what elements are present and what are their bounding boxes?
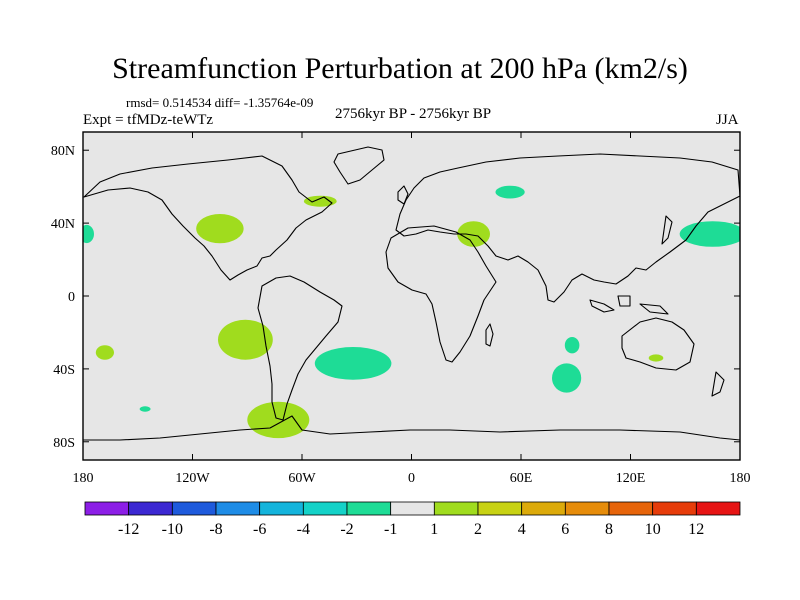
- experiment-label: Expt = tfMDz-teWTz: [83, 112, 214, 128]
- colorbar-label-10: 6: [561, 521, 569, 538]
- colorbar-swatch-1: [128, 501, 173, 516]
- colorbar-label-8: 2: [474, 521, 482, 538]
- coast-africa: [385, 225, 497, 363]
- coast-indonesia: [589, 295, 669, 315]
- colorbar-label-9: 4: [518, 521, 526, 538]
- colorbar-label-13: 12: [688, 521, 704, 538]
- positive-anomaly-4: [303, 195, 337, 207]
- colorbar-label-12: 10: [645, 521, 661, 538]
- y-tick-label-1: 40N: [51, 217, 75, 232]
- positive-anomaly-3: [95, 345, 114, 360]
- negative-anomaly-10: [495, 185, 525, 199]
- colorbar-swatch-2: [171, 501, 217, 516]
- x-tick-label-3: 0: [408, 471, 415, 486]
- colorbar-label-3: -6: [253, 521, 266, 538]
- positive-anomaly-0: [196, 214, 244, 244]
- coast-new-zealand: [711, 371, 725, 397]
- colorbar-label-0: -12: [118, 521, 139, 538]
- colorbar-swatch-8: [433, 501, 479, 516]
- colorbar-label-5: -2: [340, 521, 353, 538]
- negative-anomaly-7: [83, 224, 94, 244]
- x-tick-label-2: 60W: [288, 471, 316, 486]
- colorbar-swatch-5: [302, 501, 348, 516]
- x-axis: 180 120W 60W 0 60E 120E 180: [73, 132, 751, 486]
- colorbar-label-4: -4: [297, 521, 310, 538]
- positive-anomaly-1: [218, 319, 273, 360]
- chart-title: Streamfunction Perturbation at 200 hPa (…: [112, 52, 688, 85]
- coast-eurasia: [395, 153, 740, 303]
- y-tick-label-2: 0: [68, 290, 75, 305]
- positive-anomaly-6: [648, 354, 664, 362]
- x-tick-label-1: 120W: [175, 471, 210, 486]
- negative-anomaly-9: [139, 406, 151, 412]
- colorbar-swatch-7: [390, 501, 435, 516]
- coast-north-america: [83, 155, 333, 281]
- colorbar-swatch-11: [564, 501, 610, 516]
- contour-fill-layer: [83, 185, 740, 439]
- season-label: JJA: [716, 112, 739, 128]
- colorbar-label-7: 1: [430, 521, 438, 538]
- colorbar-swatch-3: [215, 501, 261, 516]
- coast-british-isles: [397, 185, 409, 205]
- period-subtitle: 2756kyr BP - 2756kyr BP: [334, 106, 492, 122]
- negative-anomaly-12: [564, 337, 580, 354]
- coast-greenland: [333, 146, 385, 185]
- colorbar-swatch-13: [652, 501, 697, 516]
- colorbar-swatch-14: [695, 501, 741, 516]
- map-background: [83, 132, 740, 460]
- negative-anomaly-13: [552, 363, 582, 393]
- colorbar-label-1: -10: [162, 521, 183, 538]
- colorbar: -12 -10 -8 -6 -4 -2 -1 1 2 4 6 8 10 12: [84, 501, 741, 538]
- colorbar-label-11: 8: [605, 521, 613, 538]
- x-tick-label-5: 120E: [616, 471, 646, 486]
- colorbar-swatch-0: [84, 501, 130, 516]
- y-axis: 80N 40N 0 40S 80S: [51, 144, 740, 451]
- coastline-layer: [83, 146, 740, 441]
- colorbar-swatch-10: [521, 501, 566, 516]
- y-tick-label-4: 80S: [53, 436, 75, 451]
- coast-south-america: [257, 275, 343, 421]
- coast-japan: [661, 215, 673, 245]
- colorbar-swatch-9: [477, 501, 523, 516]
- coast-madagascar: [485, 323, 494, 347]
- x-tick-label-6: 180: [730, 471, 751, 486]
- x-tick-label-4: 60E: [510, 471, 533, 486]
- negative-anomaly-11: [679, 221, 740, 247]
- positive-anomaly-2: [247, 401, 310, 439]
- coast-antarctica: [83, 415, 740, 441]
- stats-text: rmsd= 0.514534 diff= -1.35764e-09: [126, 95, 314, 110]
- colorbar-label-6: -1: [384, 521, 397, 538]
- y-tick-label-0: 80N: [51, 144, 75, 159]
- colorbar-swatch-6: [346, 501, 392, 516]
- x-tick-label-0: 180: [73, 471, 94, 486]
- colorbar-swatch-4: [259, 501, 304, 516]
- colorbar-swatch-12: [608, 501, 654, 516]
- coast-australia: [621, 317, 695, 371]
- negative-anomaly-8: [314, 347, 392, 380]
- y-tick-label-3: 40S: [53, 363, 75, 378]
- colorbar-label-2: -8: [209, 521, 222, 538]
